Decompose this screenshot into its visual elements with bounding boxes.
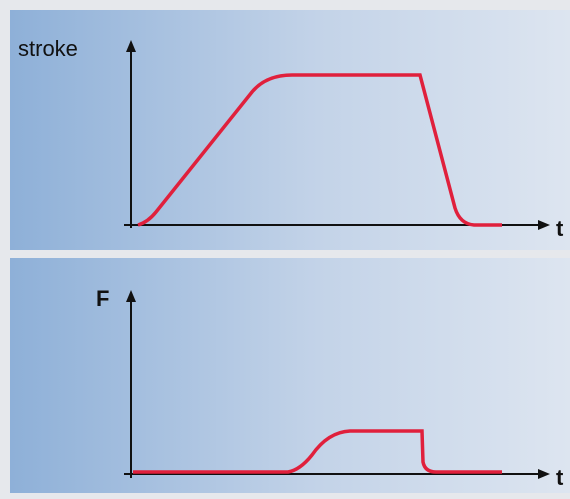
axis-label: t <box>556 465 564 490</box>
arrow <box>126 40 136 52</box>
curve <box>137 73 502 227</box>
curve <box>133 429 502 474</box>
arrow <box>538 469 550 479</box>
panel <box>10 258 570 493</box>
axis-label: stroke <box>18 36 78 61</box>
panel <box>10 10 570 250</box>
axis-label: t <box>556 216 564 241</box>
axis-label: F <box>96 286 109 311</box>
arrow <box>126 290 136 302</box>
arrow <box>538 220 550 230</box>
